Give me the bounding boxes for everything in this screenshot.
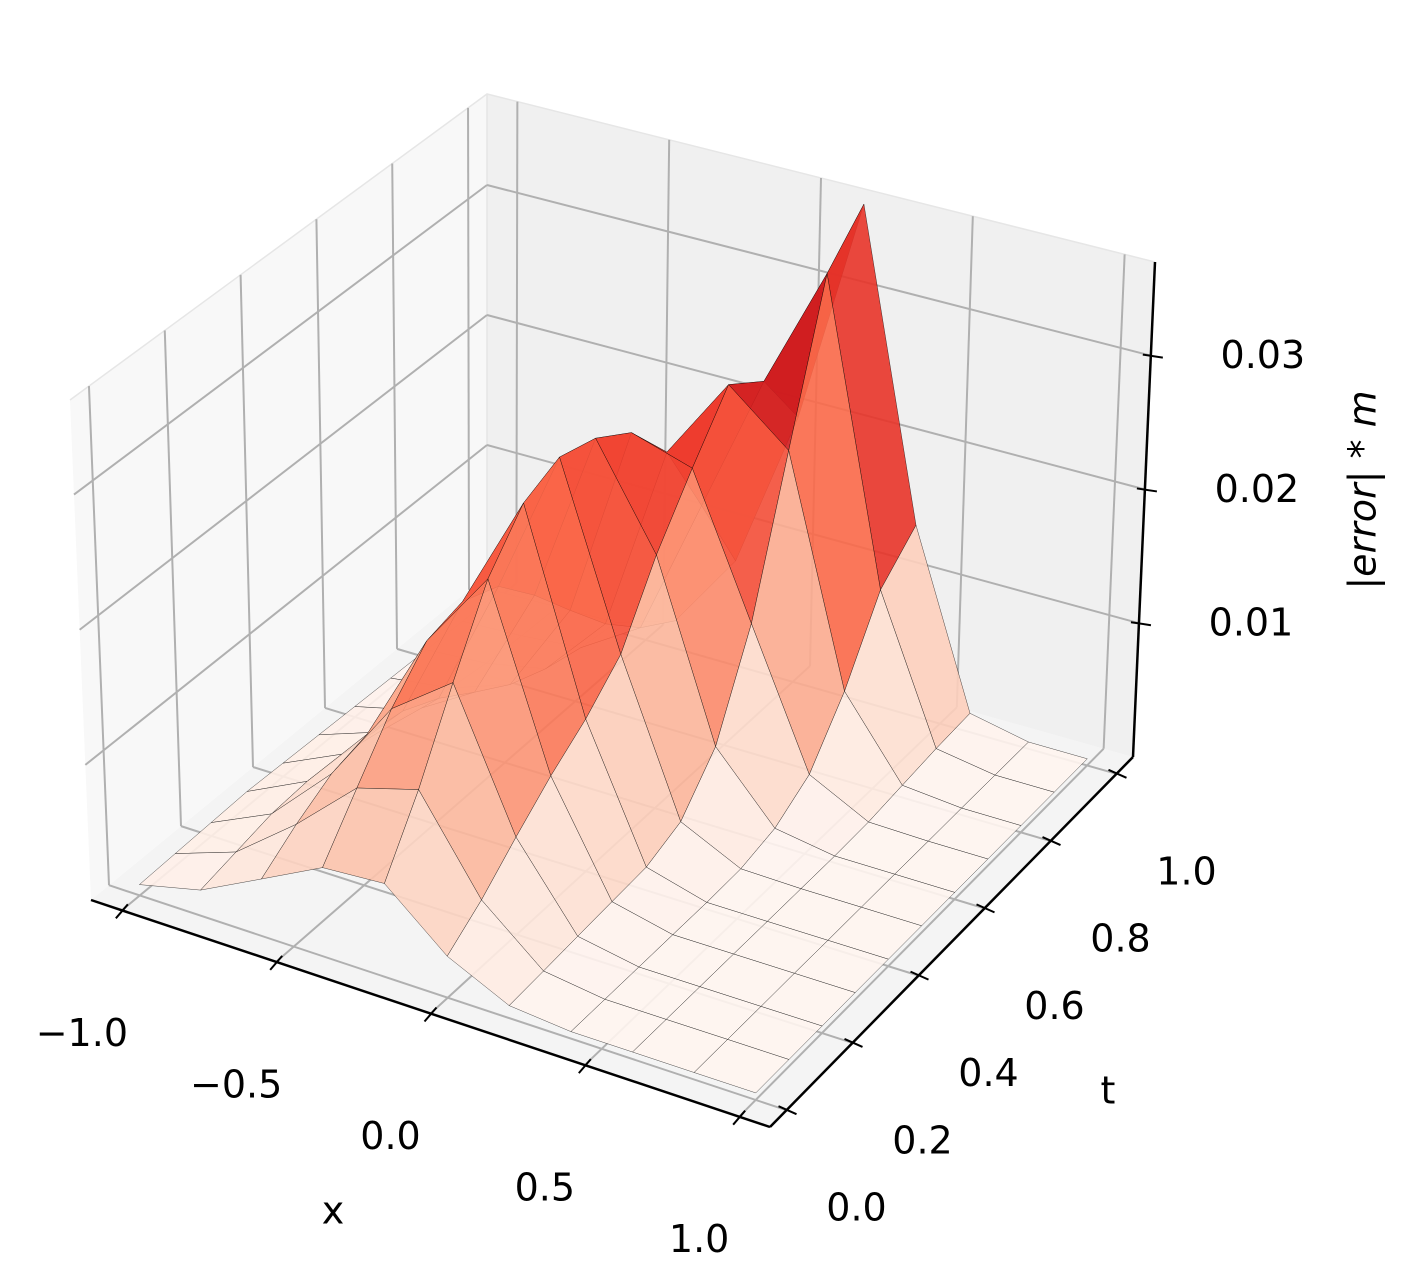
surface xyxy=(139,203,1088,1094)
y-tick-label: 0.4 xyxy=(958,1051,1018,1095)
grid-line xyxy=(515,101,519,584)
x-tick-label: −1.0 xyxy=(36,1011,128,1055)
tick-mark xyxy=(1130,621,1152,627)
grid-line xyxy=(163,330,182,827)
z-axis-label: |error| * m xyxy=(1341,390,1386,589)
left-pane xyxy=(70,94,487,900)
x-tick-label: 0.5 xyxy=(515,1166,575,1210)
grid-line xyxy=(1102,254,1126,749)
x-tick-label: 0.0 xyxy=(360,1114,420,1158)
grid-line xyxy=(79,314,488,631)
grid-line xyxy=(738,748,1105,1118)
surface-patch xyxy=(693,1039,790,1094)
y-tick-label: 0.8 xyxy=(1090,917,1150,961)
grid-line xyxy=(108,884,787,1112)
y-tick-label: 1.0 xyxy=(1156,849,1216,893)
axis-line xyxy=(90,898,771,1129)
z-tick-label: 0.03 xyxy=(1221,333,1306,377)
grid-line xyxy=(955,216,974,708)
grid-line xyxy=(84,444,488,766)
t-axis-label: t xyxy=(1101,1069,1116,1113)
grid-line xyxy=(239,274,254,768)
z-tick-label: 0.01 xyxy=(1209,601,1294,645)
axes: −1.0−0.50.00.51.00.00.20.40.60.81.00.010… xyxy=(36,261,1306,1261)
y-tick-label: 0.6 xyxy=(1024,984,1084,1028)
grid-line xyxy=(467,107,470,590)
tick-mark xyxy=(1142,353,1163,359)
z-tick-label: 0.02 xyxy=(1215,467,1300,511)
grid-line xyxy=(486,184,1152,357)
axis-line xyxy=(769,756,1134,1128)
grid-line xyxy=(315,219,326,708)
grid-line xyxy=(73,184,488,496)
axis-line xyxy=(1131,261,1157,758)
grid-line xyxy=(87,386,110,886)
y-tick-label: 0.2 xyxy=(892,1118,952,1162)
y-tick-label: 0.0 xyxy=(826,1186,886,1230)
grid-line xyxy=(391,163,398,649)
x-tick-label: −0.5 xyxy=(190,1062,282,1106)
x-tick-label: 1.0 xyxy=(669,1217,729,1261)
x-axis-label: x xyxy=(322,1189,345,1233)
tick-mark xyxy=(1136,487,1158,493)
